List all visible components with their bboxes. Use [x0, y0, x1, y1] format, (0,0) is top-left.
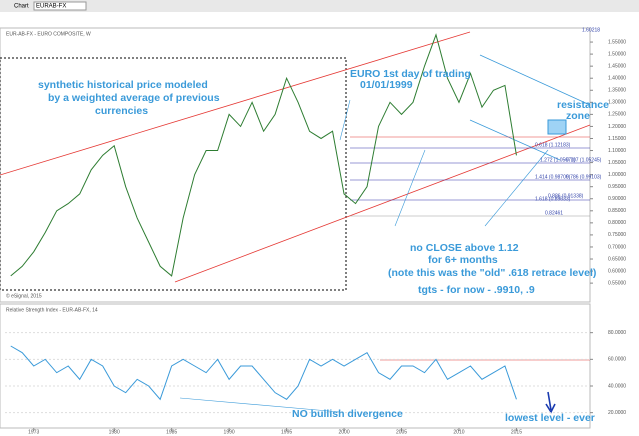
y-tick-label: 80.0000 — [608, 330, 626, 336]
annotation: by a weighted average of previous — [48, 92, 220, 104]
divergence-line — [179, 397, 341, 413]
credit: © eSignal, 2015 — [6, 292, 42, 299]
annotation: 01/01/1999 — [360, 79, 413, 91]
x-tick-label: 1980 — [109, 429, 120, 435]
channel-upper — [0, 31, 471, 176]
y-tick-label: 1.25000 — [608, 112, 626, 118]
x-tick-label: 1995 — [281, 429, 292, 435]
y-tick-label: 1.05000 — [608, 160, 626, 166]
annotation: synthetic historical price modeled — [38, 79, 208, 91]
fib-label: 1.272 (1.05671) — [540, 157, 576, 163]
toolbar — [0, 0, 639, 12]
rsi-panel — [0, 303, 591, 429]
fib-label: 0.786 (0.99103) — [566, 174, 602, 180]
y-tick-label: 1.15000 — [608, 136, 626, 142]
y-tick-label: 40.0000 — [608, 383, 626, 389]
y-tick-label: 1.35000 — [608, 88, 626, 94]
annotation: (note this was the "old" .618 retrace le… — [388, 267, 596, 279]
annotation: for 6+ months — [428, 254, 498, 266]
annotation: currencies — [95, 105, 148, 117]
y-tick-label: 1.00000 — [608, 172, 626, 178]
annotation: resistance — [557, 99, 609, 111]
x-tick-label: 2010 — [453, 429, 464, 435]
arrow — [545, 391, 556, 414]
annotation: tgts - for now - .9910, .9 — [418, 284, 535, 296]
y-tick-label: 1.50000 — [608, 51, 626, 57]
y-tick-label: 0.55000 — [608, 280, 626, 286]
fib-label: 1.414 (0.98709) — [535, 174, 571, 180]
y-tick-label: 1.10000 — [608, 148, 626, 154]
pointer — [339, 99, 351, 141]
x-tick-label: 2005 — [396, 429, 407, 435]
fib-label: 1.60218 — [582, 27, 600, 33]
series-line — [10, 345, 517, 401]
annotation: no CLOSE above 1.12 — [410, 242, 519, 254]
y-tick-label: 1.20000 — [608, 124, 626, 130]
resistance-zone — [547, 119, 567, 135]
y-tick-label: 0.85000 — [608, 208, 626, 214]
x-tick-label: 2015 — [511, 429, 522, 435]
y-tick-label: 0.60000 — [608, 268, 626, 274]
y-tick-label: 1.40000 — [608, 76, 626, 82]
y-tick-label: 60.0000 — [608, 357, 626, 363]
y-tick-label: 1.55000 — [608, 39, 626, 45]
x-tick-label: 1990 — [224, 429, 235, 435]
fib-label: 1.618 (0.89633) — [535, 196, 571, 202]
symbol: EURAB-FX — [36, 4, 66, 10]
panel-title: EUR-AB-FX - EURO COMPOSITE, W — [6, 31, 91, 37]
price-panel — [0, 27, 591, 303]
annotation: zone — [566, 110, 590, 122]
wedge-upper — [479, 54, 591, 106]
y-tick-label: 0.65000 — [608, 256, 626, 262]
y-tick-label: 0.95000 — [608, 184, 626, 190]
y-tick-label: 0.80000 — [608, 220, 626, 226]
y-tick-label: 1.45000 — [608, 63, 626, 69]
fib-label: 0.82461 — [545, 210, 563, 216]
fib-label: 0.707 (1.05245) — [566, 157, 602, 163]
x-tick-label: 2000 — [338, 429, 349, 435]
fib-label: 0.618 (1.12183) — [535, 142, 571, 148]
annotation: NO bullish divergence — [292, 408, 403, 420]
x-tick-label: 1985 — [166, 429, 177, 435]
annotation: lowest level - ever — [505, 412, 595, 424]
toolbar-title: Chart — [14, 4, 29, 10]
y-tick-label: 0.70000 — [608, 244, 626, 250]
x-tick-label: 1973 — [28, 429, 39, 435]
symbol-box[interactable] — [33, 1, 87, 11]
pointer — [484, 149, 549, 227]
panel-title: Relative Strength Index - EUR-AB-FX, 14 — [6, 307, 98, 313]
y-tick-label: 1.30000 — [608, 100, 626, 106]
series-line — [10, 33, 517, 277]
channel-lower — [174, 124, 591, 283]
pointer — [394, 149, 426, 227]
y-tick-label: 0.75000 — [608, 232, 626, 238]
annotation: EURO 1st day of trading — [350, 68, 471, 80]
wedge-lower — [469, 119, 561, 161]
y-tick-label: 20.0000 — [608, 410, 626, 416]
fib-label: 0.886 (0.91338) — [548, 193, 584, 199]
y-tick-label: 0.90000 — [608, 196, 626, 202]
synthetic-box — [0, 57, 347, 291]
